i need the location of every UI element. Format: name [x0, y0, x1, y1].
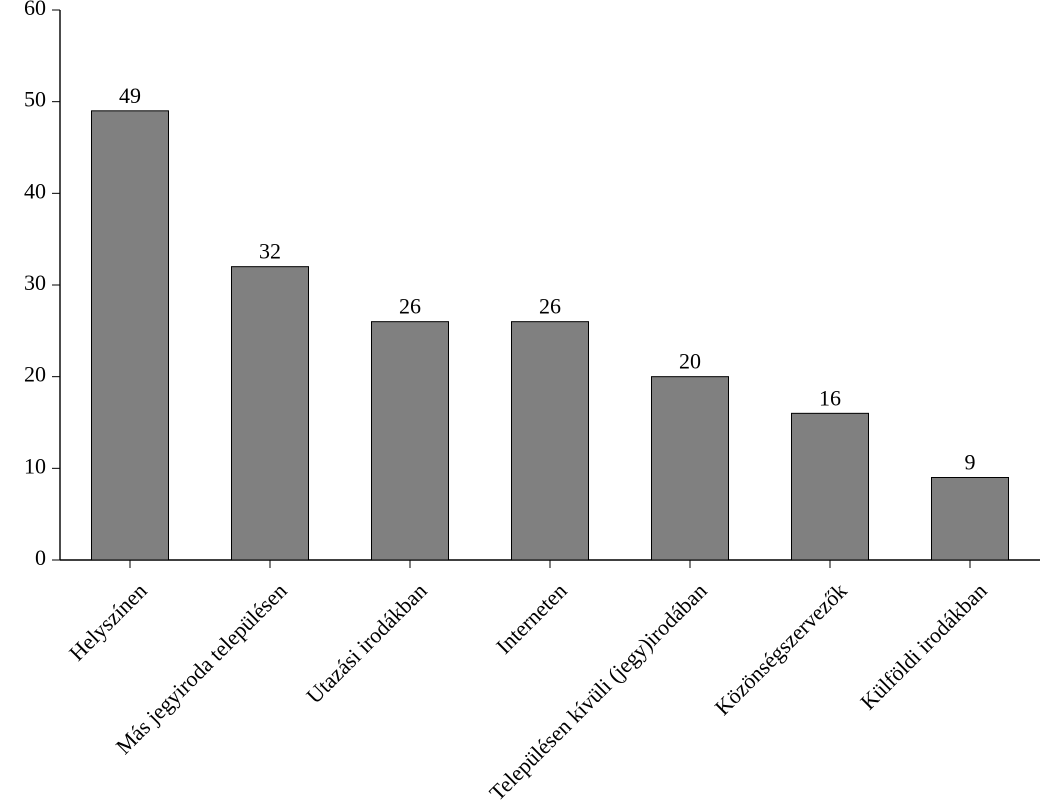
bar: [232, 267, 309, 560]
bar-value-label: 20: [679, 349, 701, 374]
bar-value-label: 26: [399, 294, 421, 319]
bar: [792, 413, 869, 560]
y-tick-label: 0: [35, 545, 46, 570]
y-tick-label: 20: [24, 362, 46, 387]
bar: [92, 111, 169, 560]
bar-value-label: 9: [965, 450, 976, 475]
bar: [932, 478, 1009, 561]
bar-value-label: 16: [819, 385, 841, 410]
bar: [652, 377, 729, 560]
bar: [512, 322, 589, 560]
bar-value-label: 49: [119, 83, 141, 108]
bar-value-label: 26: [539, 294, 561, 319]
bar: [372, 322, 449, 560]
y-tick-label: 30: [24, 270, 46, 295]
bar-value-label: 32: [259, 239, 281, 264]
y-tick-label: 40: [24, 178, 46, 203]
y-tick-label: 50: [24, 87, 46, 112]
y-tick-label: 60: [24, 0, 46, 20]
y-tick-label: 10: [24, 453, 46, 478]
